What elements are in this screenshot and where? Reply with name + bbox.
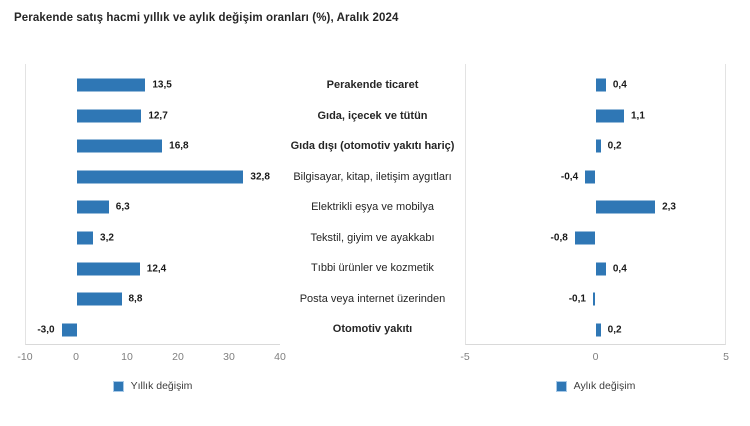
chart-row: 0,2: [466, 314, 725, 345]
category-label: Tıbbi ürünler ve kozmetik: [311, 262, 434, 275]
bar: [592, 292, 596, 306]
value-label: 13,5: [152, 79, 172, 91]
bar: [595, 78, 606, 92]
bar: [595, 323, 601, 337]
chart-row: -0,8: [466, 223, 725, 254]
category-label: Posta veya internet üzerinden: [299, 292, 446, 305]
value-label: -0,4: [560, 171, 579, 183]
value-label: 3,2: [100, 232, 114, 244]
category-label: Perakende ticaret: [326, 79, 419, 92]
value-label: 2,3: [662, 201, 676, 213]
bar: [595, 139, 601, 153]
axis-tick-label: 30: [223, 351, 235, 363]
axis-tick-label: -5: [460, 351, 470, 363]
axis-tick-label: 40: [274, 351, 286, 363]
axis-tick-label: -10: [17, 351, 33, 363]
chart-row: 3,2: [26, 223, 280, 254]
annual-axis: -10 0 10 20 30 40: [17, 351, 285, 365]
bar: [76, 139, 163, 153]
category-label: Tekstil, giyim ve ayakkabı: [310, 231, 435, 244]
bar: [76, 262, 140, 276]
value-label: 8,8: [128, 293, 143, 305]
chart-title: Perakende satış hacmi yıllık ve aylık de…: [14, 12, 399, 24]
chart-row: 16,8: [26, 131, 280, 162]
category-labels: Perakende ticaret Gıda, içecek ve tütün Gı…: [282, 64, 463, 345]
chart-row: 13,5: [26, 70, 280, 101]
value-label: -3,0: [37, 324, 55, 336]
legend-swatch-annual: [112, 380, 124, 392]
legend-label-annual: Yıllık değişim: [130, 380, 193, 392]
chart-row: 12,4: [26, 253, 280, 284]
value-label: 1,1: [630, 110, 645, 122]
value-label: 12,4: [146, 263, 167, 275]
legend-annual: Yıllık değişim: [25, 380, 280, 392]
chart-row: 0,4: [466, 253, 725, 284]
value-label: 16,8: [169, 140, 189, 152]
axis-tick-label: 0: [592, 351, 599, 363]
category-label: Elektrikli eşya ve mobilya: [311, 201, 434, 214]
chart-row: 32,8: [26, 162, 280, 193]
category-label: Gıda, içecek ve tütün: [317, 109, 428, 122]
bar: [61, 323, 77, 337]
value-label: 0,4: [612, 263, 627, 275]
bar: [76, 109, 142, 123]
bar: [574, 231, 596, 245]
bar: [76, 78, 146, 92]
chart-row: 2,3: [466, 192, 725, 223]
legend-swatch-monthly: [555, 380, 567, 392]
value-label: 6,3: [115, 201, 130, 213]
value-label: 0,4: [612, 79, 627, 91]
legend-label-monthly: Aylık değişim: [573, 380, 636, 392]
bar: [76, 292, 122, 306]
bar: [585, 170, 596, 184]
value-label: 12,7: [148, 110, 168, 122]
monthly-axis: -5 0 5: [460, 351, 729, 365]
bar: [76, 231, 94, 245]
value-label: 32,8: [250, 171, 270, 183]
axis-tick-label: 20: [172, 351, 184, 363]
legend-monthly: Aylık değişim: [465, 380, 726, 392]
chart-row: -0,1: [466, 284, 725, 315]
value-label: -0,1: [568, 293, 586, 305]
value-label: 0,2: [607, 324, 622, 336]
bar: [595, 200, 656, 214]
chart-row: -3,0: [26, 314, 280, 345]
bar: [595, 109, 624, 123]
chart-row: 12,7: [26, 101, 280, 132]
category-label: Bilgisayar, kitap, iletişim aygıtları: [293, 170, 452, 183]
value-label: -0,8: [550, 232, 568, 244]
bar: [76, 170, 244, 184]
annual-change-plot: 13,5 12,7 16,8 32,8 6,3 3,2 12,4 8,8 -3,0: [25, 64, 280, 345]
chart-row: 0,2: [466, 131, 725, 162]
chart-row: 0,4: [466, 70, 725, 101]
axis-tick-label: 5: [723, 351, 729, 363]
axis-tick-label: 0: [73, 351, 79, 363]
value-label: 0,2: [607, 140, 622, 152]
category-label: Otomotiv yakıtı: [332, 323, 413, 336]
bar: [76, 200, 109, 214]
axis-tick-label: 10: [121, 351, 133, 363]
monthly-change-plot: 0,4 1,1 0,2 -0,4 2,3 -0,8 0,4 -0,1 0,2: [465, 64, 726, 345]
bar: [595, 262, 606, 276]
chart-row: 1,1: [466, 101, 725, 132]
chart-row: 6,3: [26, 192, 280, 223]
chart-row: 8,8: [26, 284, 280, 315]
chart-row: -0,4: [466, 162, 725, 193]
category-label: Gıda dışı (otomotiv yakıtı hariç): [290, 140, 455, 153]
